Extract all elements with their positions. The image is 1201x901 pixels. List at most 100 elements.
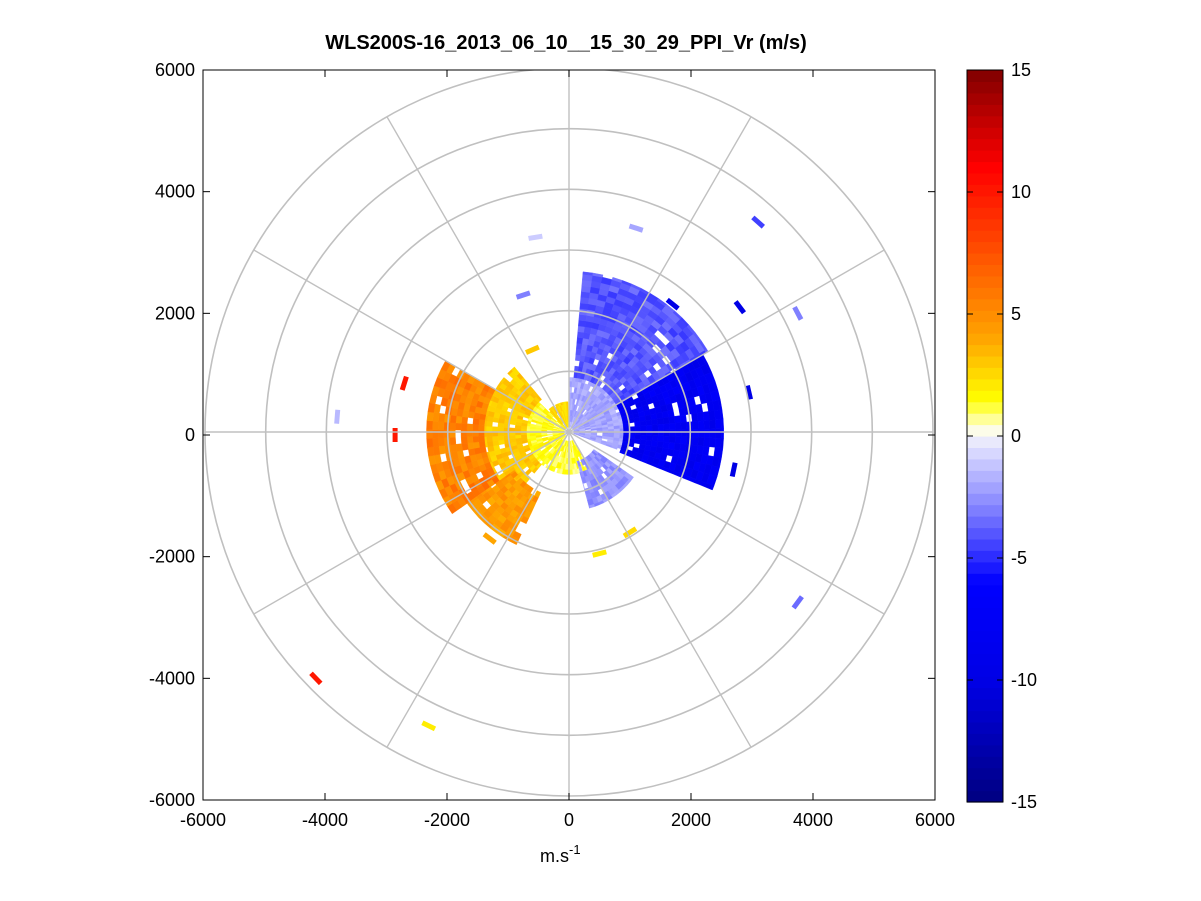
range-gate (640, 425, 647, 431)
range-gate (514, 434, 522, 439)
range-gate (497, 439, 505, 446)
range-gate (703, 419, 711, 430)
range-gate (619, 434, 624, 440)
x-tick-label: -4000 (302, 810, 348, 830)
range-gate (426, 411, 434, 422)
region-southeast-negative (576, 449, 634, 509)
polar-spoke (386, 116, 570, 433)
outlier-gate (309, 671, 323, 686)
range-gate (646, 430, 653, 436)
range-gate (571, 377, 577, 382)
colorbar-step (967, 138, 1003, 151)
range-gate (497, 435, 505, 441)
range-gate (656, 441, 664, 449)
range-gate (466, 423, 474, 431)
range-gate (509, 434, 516, 440)
polar-spoke (253, 431, 570, 615)
outlier-gate (482, 532, 497, 545)
colorbar-step (967, 161, 1003, 174)
outlier-gate (392, 428, 398, 442)
range-gate (437, 429, 445, 439)
range-gate (651, 424, 659, 431)
colorbar-step (967, 92, 1003, 105)
colorbar-step (967, 756, 1003, 769)
range-gate (437, 421, 445, 431)
outlier-gate (399, 375, 409, 391)
range-gate (491, 426, 499, 432)
range-gate (669, 422, 676, 431)
range-gate (565, 401, 569, 405)
colorbar-step (967, 115, 1003, 128)
colorbar-step (967, 184, 1003, 197)
outlier-gate (733, 300, 746, 315)
range-gate (640, 430, 647, 436)
colorbar-step (967, 607, 1003, 620)
radar-data-layer (309, 215, 804, 732)
x-axis-label-base: m.s (540, 846, 569, 866)
colorbar-step (967, 470, 1003, 483)
range-gate (427, 446, 435, 457)
polar-spoke (386, 431, 570, 748)
colorbar-step (967, 664, 1003, 677)
range-gate (478, 440, 486, 448)
range-gate (646, 424, 653, 431)
colorbar-step (967, 721, 1003, 734)
range-gate (455, 415, 463, 424)
x-tick-label: 4000 (793, 810, 833, 830)
range-gate (720, 418, 724, 429)
range-gate (472, 417, 480, 425)
colorbar-tick-label: 5 (1011, 304, 1021, 324)
range-gate (478, 430, 485, 437)
outlier-gate (421, 720, 437, 732)
x-axis-label-exponent: -1 (569, 842, 581, 857)
range-gate (720, 438, 724, 449)
colorbar-step (967, 653, 1003, 666)
colorbar-step (967, 333, 1003, 346)
range-gate (466, 436, 474, 444)
x-axis: -6000 -4000 -2000 0 2000 4000 6000 (180, 70, 955, 830)
region-far-west-positive (426, 360, 500, 515)
range-gate (662, 417, 670, 425)
range-gate (577, 331, 585, 339)
range-gate (673, 442, 681, 451)
range-gate (576, 460, 579, 468)
polar-spoke (568, 431, 752, 748)
colorbar-step (967, 481, 1003, 494)
x-tick-label: 6000 (915, 810, 955, 830)
range-gate (431, 429, 439, 439)
range-gate (460, 423, 468, 431)
range-gate (466, 429, 473, 437)
range-gate (669, 429, 676, 437)
range-gate (449, 436, 457, 446)
range-gate (634, 425, 642, 431)
outlier-gate (729, 462, 738, 477)
range-gate (645, 435, 653, 441)
range-gate (691, 436, 699, 446)
range-gate (468, 448, 476, 456)
x-tick-label: 0 (564, 810, 574, 830)
range-gate (566, 403, 569, 411)
colorbar-step (967, 424, 1003, 437)
range-gate (675, 429, 682, 437)
outlier-gate (665, 297, 680, 311)
range-gate (485, 425, 493, 432)
outlier-gates (309, 215, 804, 732)
range-gate (578, 319, 587, 327)
range-gate (679, 414, 687, 423)
polar-spoke (568, 431, 885, 615)
range-gate (715, 418, 722, 430)
range-gate (569, 458, 572, 465)
y-tick-label: 2000 (155, 303, 195, 323)
colorbar-step (967, 127, 1003, 140)
outlier-gate (751, 215, 765, 229)
range-gate (592, 272, 604, 278)
range-gate (651, 418, 659, 426)
colorbar-step (967, 378, 1003, 391)
range-gate (692, 420, 699, 430)
range-gate (526, 433, 531, 437)
range-gate (449, 414, 457, 424)
range-gate (721, 428, 724, 439)
colorbar-step (967, 630, 1003, 643)
y-tick-label: 4000 (155, 182, 195, 202)
range-gate (674, 422, 682, 431)
